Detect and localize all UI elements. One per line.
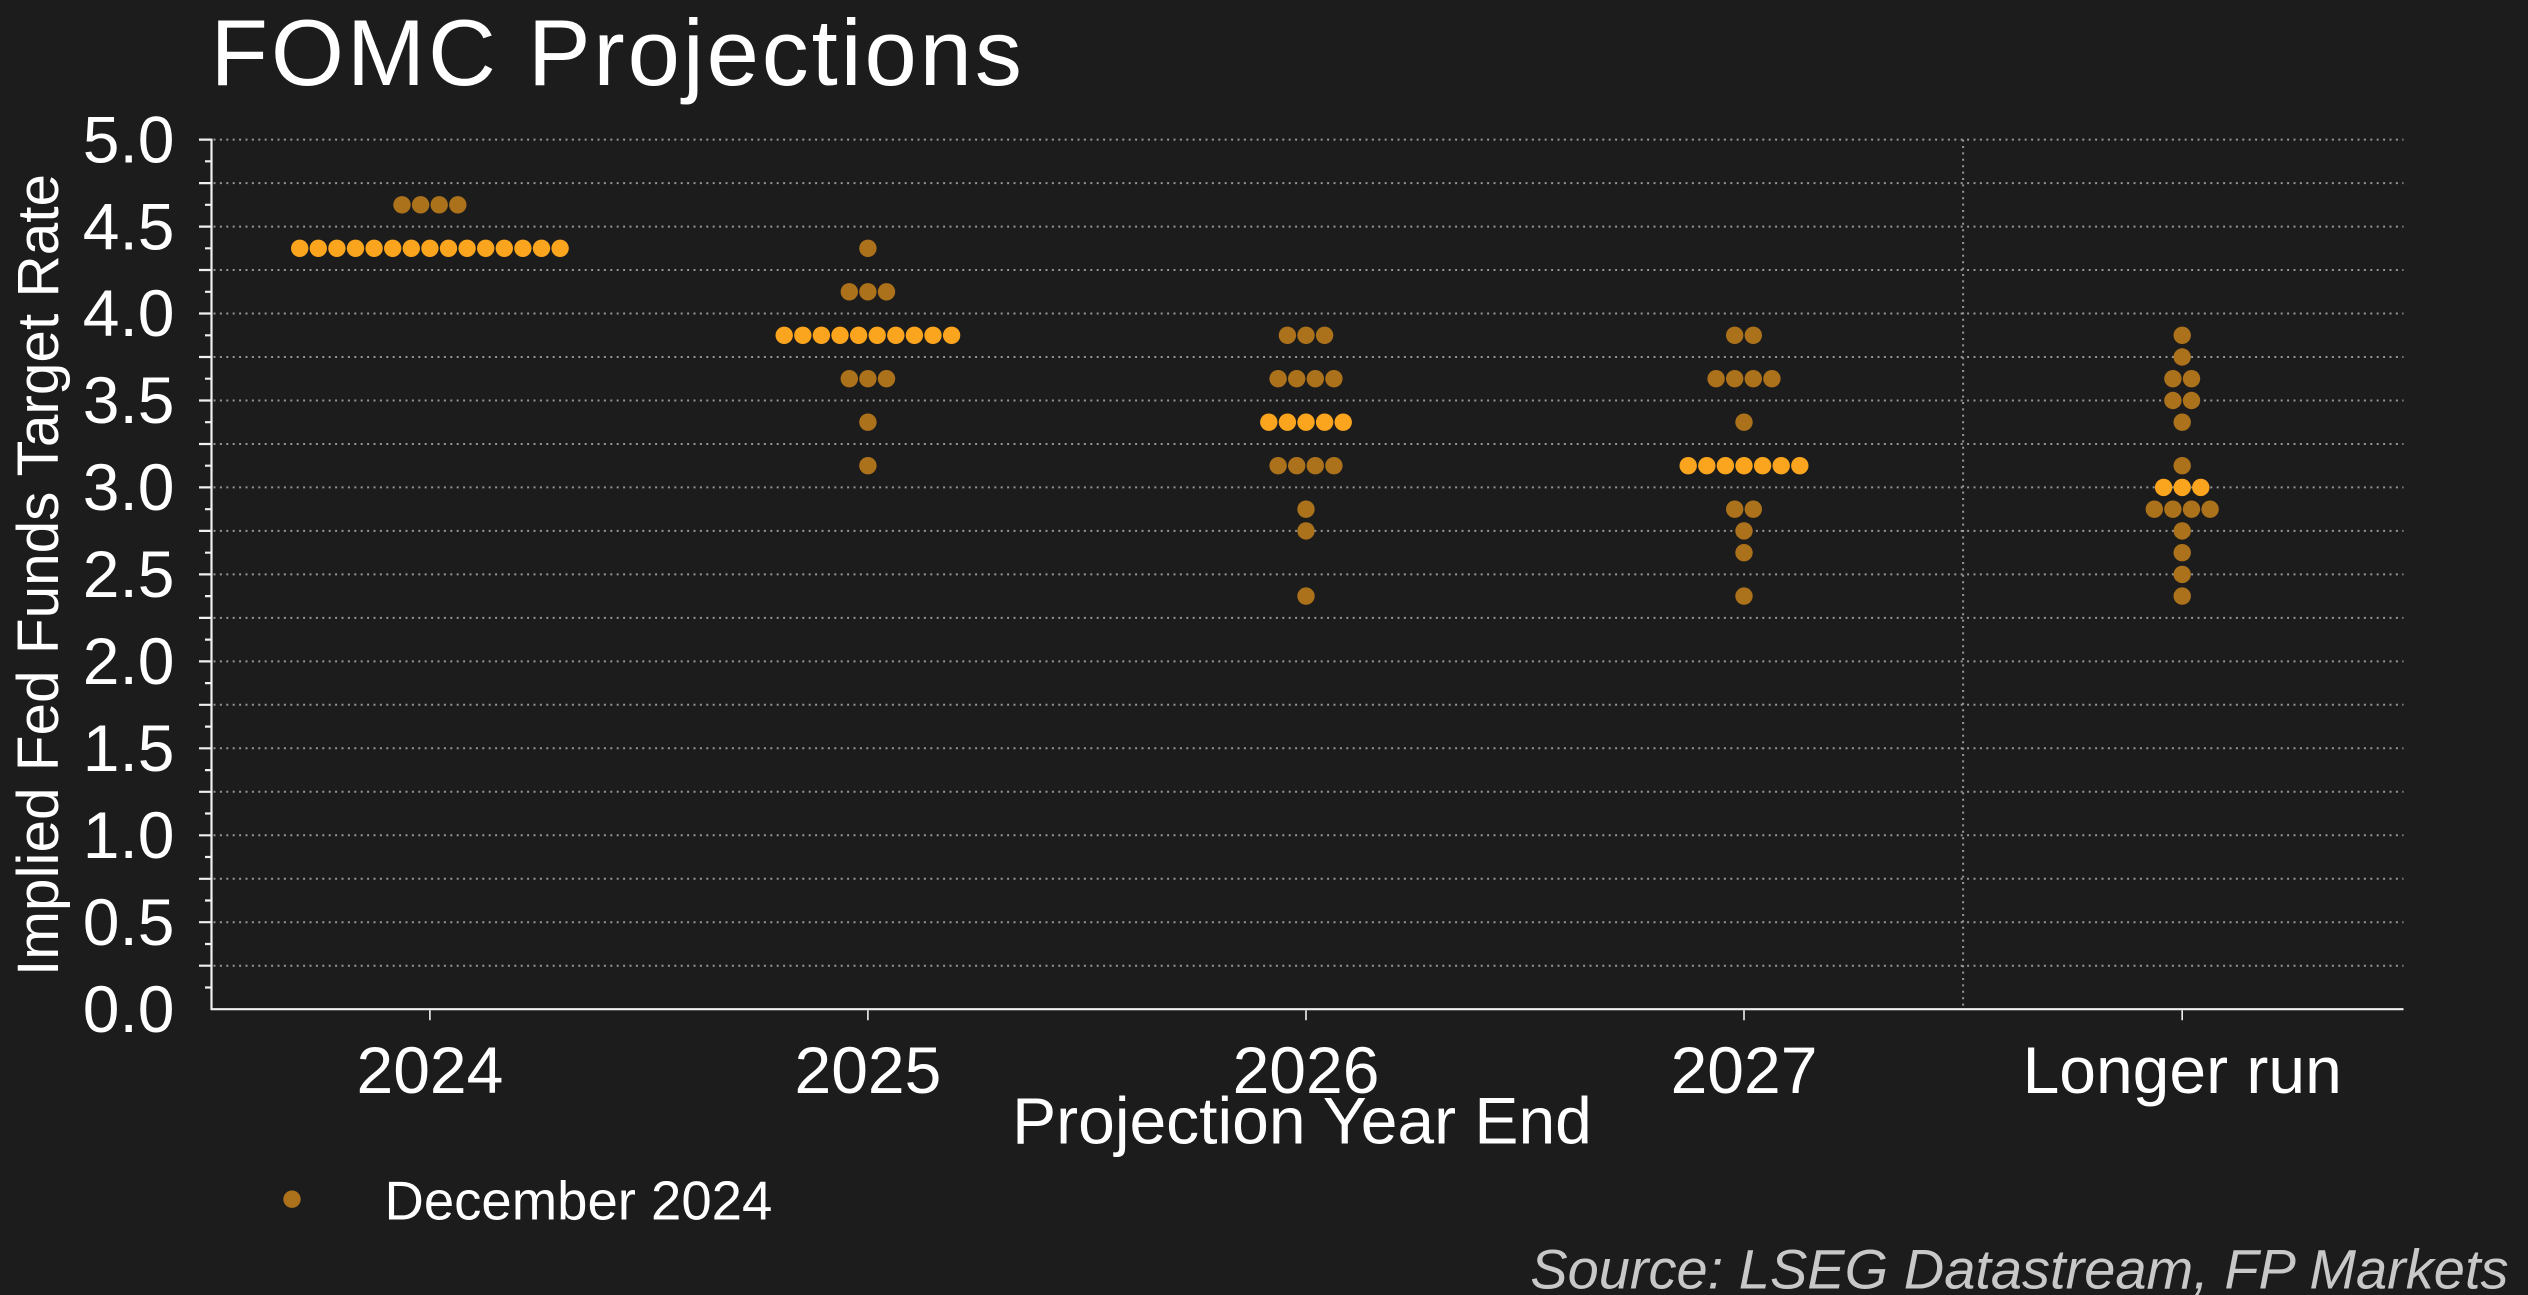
svg-text:2.5: 2.5 [83, 537, 175, 611]
svg-text:2.0: 2.0 [83, 624, 175, 698]
svg-text:2024: 2024 [356, 1033, 503, 1107]
svg-text:3.0: 3.0 [83, 450, 175, 524]
svg-text:0.5: 0.5 [83, 885, 175, 959]
svg-text:1.0: 1.0 [83, 798, 175, 872]
svg-text:Implied Fed Funds Target Rate: Implied Fed Funds Target Rate [6, 174, 71, 976]
svg-text:Source: LSEG Datastream, FP Ma: Source: LSEG Datastream, FP Markets [1530, 1238, 2508, 1295]
svg-text:3.5: 3.5 [83, 363, 175, 437]
svg-text:4.5: 4.5 [83, 189, 175, 263]
svg-text:2027: 2027 [1671, 1033, 1818, 1107]
svg-text:December 2024: December 2024 [385, 1170, 773, 1231]
svg-text:2025: 2025 [794, 1033, 941, 1107]
svg-text:5.0: 5.0 [83, 102, 175, 176]
svg-text:Projection Year End: Projection Year End [1012, 1084, 1592, 1158]
svg-text:4.0: 4.0 [83, 276, 175, 350]
svg-text:Longer run: Longer run [2023, 1033, 2342, 1107]
svg-text:1.5: 1.5 [83, 711, 175, 785]
svg-text:FOMC Projections: FOMC Projections [211, 0, 1025, 105]
svg-text:2026: 2026 [1233, 1033, 1380, 1107]
svg-text:0.0: 0.0 [83, 972, 175, 1046]
